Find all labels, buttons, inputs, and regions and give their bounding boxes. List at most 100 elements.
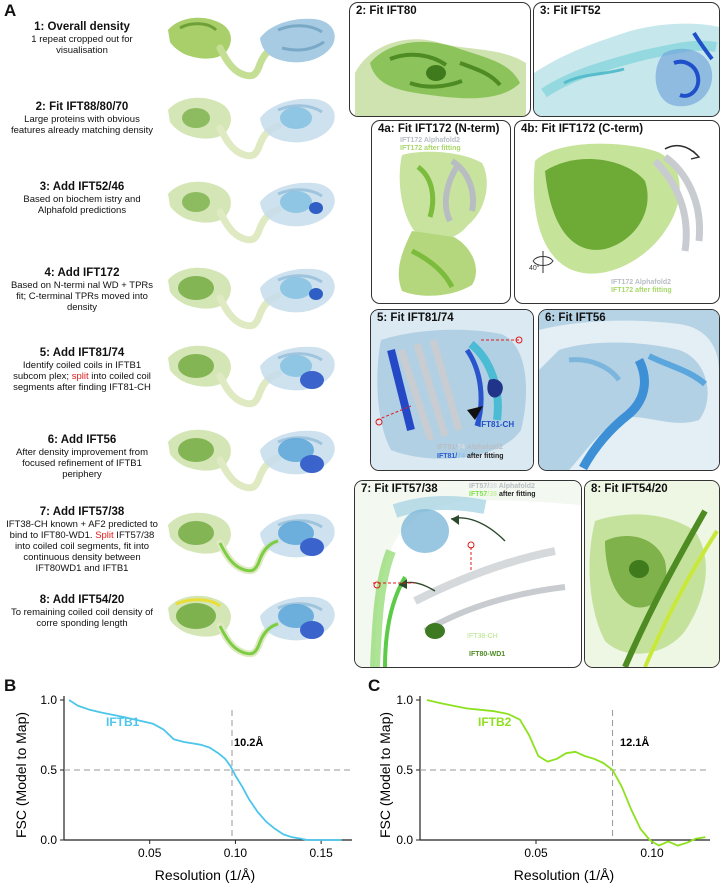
density-thumb-4 xyxy=(160,258,340,334)
panel-label-b: B xyxy=(4,676,17,695)
label-ift81-74-after-fitting: IFT81/74 after fitting xyxy=(437,453,504,460)
step-title: 6: Add IFT56 xyxy=(47,434,117,446)
fsc-series-label: IFTB1 xyxy=(106,715,140,729)
panel-fit-ift81-74: 5: Fit IFT81/74 IFT81-CH IFT81/74 Alphaf… xyxy=(370,309,534,471)
y-tick-label: 1.0 xyxy=(40,693,57,707)
fsc-plot-area: 0.0 0.5 1.0 0.05 0.10 xyxy=(396,693,710,860)
density-thumb-1 xyxy=(168,17,335,80)
y-tick-label: 0.0 xyxy=(40,833,57,847)
fsc-series-line xyxy=(426,699,706,847)
label-ift80-wd1: IFT80-WD1 xyxy=(469,651,506,658)
fsc-xlabel: Resolution (1/Å) xyxy=(155,867,255,883)
label-ift172-after-fitting: IFT172 after fitting xyxy=(400,145,461,152)
step-title: 1: Overall density xyxy=(34,21,130,33)
step-8: 8: Add IFT54/20 To remaining coiled coil… xyxy=(6,593,158,629)
fsc-series-label: IFTB2 xyxy=(478,715,512,729)
fsc-cutoff-label: 12.1Å xyxy=(620,736,649,749)
fsc-chart-iftb2: FSC (Model to Map) 0.0 0.5 1.0 0.05 0.10 Res… xyxy=(377,693,710,883)
panel-fit-ift172-cterm: 4b: Fit IFT172 (C-term) IFT172 Alphafold… xyxy=(514,120,720,304)
y-tick-label: 0.5 xyxy=(396,763,413,777)
step-1: 1: Overall density 1 repeat cropped out … xyxy=(6,20,158,56)
density-thumb-2 xyxy=(160,88,340,164)
fsc-ylabel: FSC (Model to Map) xyxy=(13,712,29,838)
step-title: 3: Add IFT52/46 xyxy=(39,181,125,193)
panel-fit-ift56: 6: Fit IFT56 xyxy=(538,309,720,471)
panel-label-a: A xyxy=(4,1,17,20)
x-tick-label: 0.15 xyxy=(309,846,333,860)
panel-label-c: C xyxy=(368,676,381,695)
panel-title: 4a: Fit IFT172 (N-term) xyxy=(378,123,500,135)
panel-title: 5: Fit IFT81/74 xyxy=(377,312,454,324)
step-title: 4: Add IFT172 xyxy=(44,267,120,279)
fsc-ylabel: FSC (Model to Map) xyxy=(377,712,393,838)
step-desc: After density improvement from focused r… xyxy=(16,447,148,480)
label-part: 74 xyxy=(457,444,466,451)
step-2: 2: Fit IFT88/80/70 Large proteins with o… xyxy=(6,100,158,136)
panel-fit-ift54-20: 8: Fit IFT54/20 xyxy=(584,480,720,668)
step-desc-b: into coiled coil segments after finding … xyxy=(13,371,151,393)
y-tick-label: 1.0 xyxy=(396,693,413,707)
panel-title: 7: Fit IFT57/38 xyxy=(361,483,438,495)
label-ift172-after-fitting: IFT172 after fitting xyxy=(611,287,672,294)
panel-fit-ift57-38: 7: Fit IFT57/38 IFT57/38 Alphafold2 IFT5… xyxy=(354,480,582,668)
label-ift57-38-after-fitting: IFT57/38 after fitting xyxy=(469,491,536,498)
density-thumb-3 xyxy=(160,172,340,248)
step-7: 7: Add IFT57/38 IFT38-CH known + AF2 pre… xyxy=(6,505,158,574)
label-part: Alphafold2 xyxy=(497,483,535,490)
fsc-series-line xyxy=(68,699,342,841)
step-5: 5: Add IFT81/74 Identify coiled coils in… xyxy=(6,346,158,393)
label-ift172-alphafold2: IFT172 Alphafold2 xyxy=(400,137,461,144)
fsc-xlabel: Resolution (1/Å) xyxy=(514,867,614,883)
x-tick-label: 0.10 xyxy=(224,846,248,860)
label-ift81-ch: IFT81-CH xyxy=(479,420,515,429)
step-desc-a: Identify coiled coils in IFTB1 subcom pl… xyxy=(13,360,142,382)
rotation-angle-label: 40° xyxy=(529,265,540,272)
panel-title: 6: Fit IFT56 xyxy=(545,312,606,324)
density-thumb-8 xyxy=(160,586,340,662)
panel-title: 8: Fit IFT54/20 xyxy=(591,483,668,495)
step-desc-red: split xyxy=(71,371,89,382)
density-thumb-7 xyxy=(160,503,340,579)
step-desc-a: IFT38-CH known + AF2 predicted to bind t… xyxy=(6,519,158,541)
fsc-cutoff-label: 10.2Å xyxy=(234,736,263,749)
step-desc-red: Split xyxy=(95,530,114,541)
label-part: IFT57/ xyxy=(469,483,490,490)
step-title: 2: Fit IFT88/80/70 xyxy=(35,101,129,113)
label-part: 74 xyxy=(457,453,466,460)
step-desc: Based on N-termi nal WD + TPRs fit; C-te… xyxy=(10,280,154,313)
fsc-chart-iftb1: FSC (Model to Map) 0.0 0.5 1.0 0.05 0.10 0.15… xyxy=(13,693,352,883)
label-ift172-alphafold2: IFT172 Alphafold2 xyxy=(611,279,672,286)
label-ift38-ch: IFT38-CH xyxy=(467,633,498,640)
label-part: IFT57 xyxy=(469,491,488,498)
x-tick-label: 0.10 xyxy=(640,846,664,860)
step-desc: To remaining coiled coil density of corr… xyxy=(10,607,154,629)
label-part: after fitting xyxy=(465,453,504,460)
fsc-plot-area: 0.0 0.5 1.0 0.05 0.10 0.15 xyxy=(40,693,352,860)
label-part: IFT81/ xyxy=(437,444,458,451)
panel-fit-ift172-nterm: 4a: Fit IFT172 (N-term) IFT172 Alphafold… xyxy=(371,120,511,304)
label-part: 38 xyxy=(489,483,498,490)
step-title: 7: Add IFT57/38 xyxy=(39,506,125,518)
panel-fit-ift52: 3: Fit IFT52 xyxy=(533,2,720,117)
x-tick-label: 0.05 xyxy=(524,846,548,860)
density-thumb-5 xyxy=(160,336,340,412)
label-ift57-38-alphafold2: IFT57/38 Alphafold2 xyxy=(469,483,535,490)
step-title: 5: Add IFT81/74 xyxy=(39,347,125,359)
panel-title: 3: Fit IFT52 xyxy=(540,5,601,17)
label-part: /38 xyxy=(487,491,498,498)
panel-title: 4b: Fit IFT172 (C-term) xyxy=(521,123,644,135)
x-tick-label: 0.05 xyxy=(138,846,162,860)
y-tick-label: 0.5 xyxy=(40,763,57,777)
step-6: 6: Add IFT56 After density improvement f… xyxy=(6,433,158,480)
step-desc: Large proteins with obvious features alr… xyxy=(10,114,154,136)
step-4: 4: Add IFT172 Based on N-termi nal WD + … xyxy=(6,266,158,313)
step-desc: 1 repeat cropped out for visualisation xyxy=(31,34,133,56)
label-part: Alphafold2 xyxy=(465,444,503,451)
label-part: IFT81/ xyxy=(437,453,458,460)
step-desc-b: IFT57/38 into coiled coil segments, fit … xyxy=(14,530,155,574)
panel-fit-ift80: 2: Fit IFT80 xyxy=(349,2,531,117)
label-part: after fitting xyxy=(497,491,536,498)
step-desc: Based on biochem istry and Alphafold pre… xyxy=(23,194,141,216)
density-thumb-6 xyxy=(160,420,340,496)
label-ift81-74-alphafold2: IFT81/74 Alphafold2 xyxy=(437,444,503,451)
